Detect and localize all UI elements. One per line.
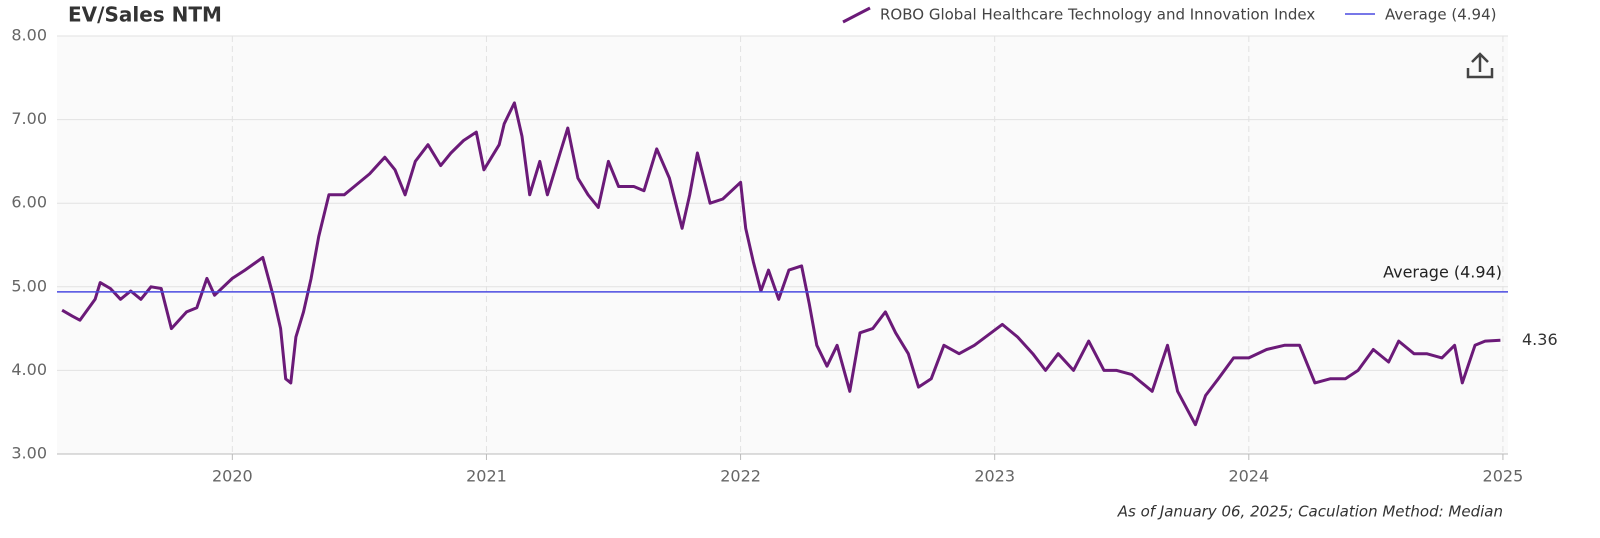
legend-label: Average (4.94) [1385,6,1496,24]
chart-title: EV/Sales NTM [68,3,222,27]
average-label: Average (4.94) [1383,262,1502,281]
x-tick-label: 2020 [212,467,253,486]
legend-label: ROBO Global Healthcare Technology and In… [880,6,1315,24]
footnote: As of January 06, 2025; Caculation Metho… [1117,503,1503,521]
y-tick-label: 5.00 [11,276,47,295]
y-tick-label: 6.00 [11,193,47,212]
y-tick-label: 3.00 [11,444,47,463]
x-tick-label: 2022 [720,467,761,486]
x-tick-label: 2023 [974,467,1015,486]
legend-swatch [842,6,871,24]
x-tick-label: 2024 [1228,467,1269,486]
y-tick-label: 8.00 [11,26,47,45]
y-tick-label: 7.00 [11,109,47,128]
export-button[interactable] [1466,52,1494,79]
x-tick-label: 2021 [466,467,507,486]
plot-area [57,36,1508,454]
last-value-label: 4.36 [1522,330,1558,349]
y-tick-label: 4.00 [11,360,47,379]
series-line [61,101,1501,427]
x-tick-label: 2025 [1483,467,1524,486]
